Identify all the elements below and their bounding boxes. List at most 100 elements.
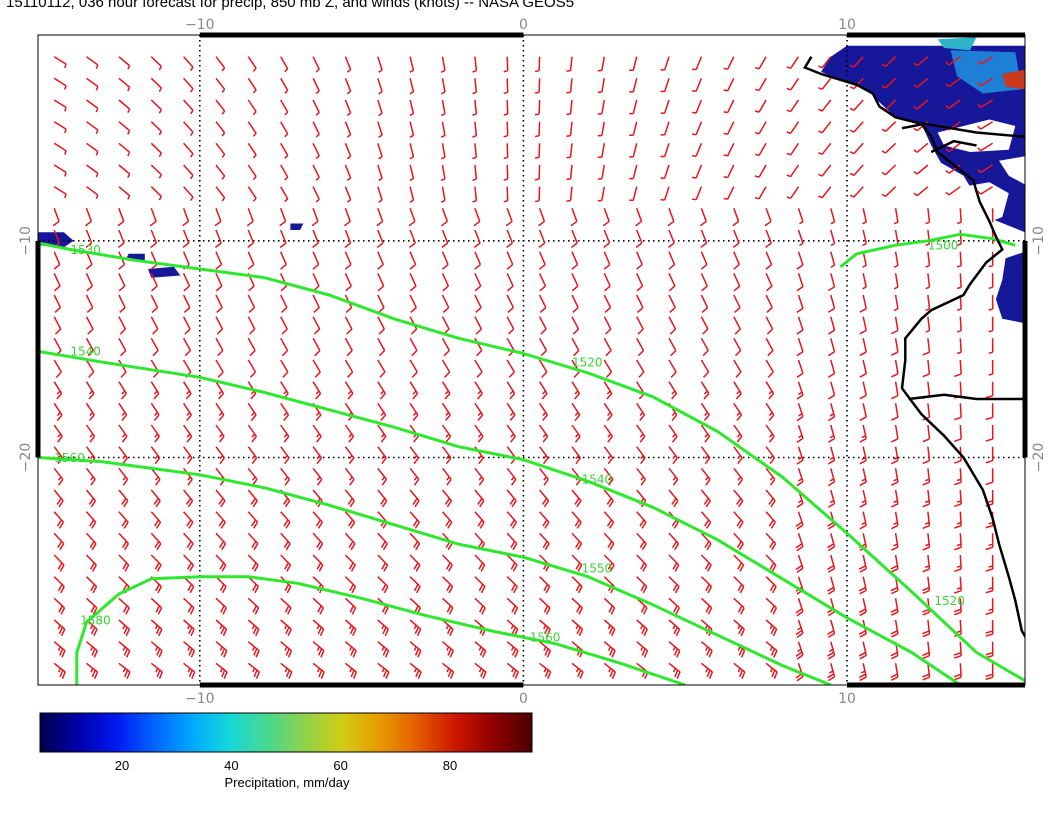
wind-barb bbox=[571, 489, 582, 508]
wind-barb bbox=[571, 337, 580, 357]
wind-barb bbox=[280, 77, 289, 94]
wind-barb bbox=[891, 338, 899, 356]
wind-barb bbox=[733, 337, 742, 357]
wind-barb bbox=[796, 446, 804, 465]
wind-barb bbox=[922, 468, 931, 486]
wind-barb bbox=[765, 402, 775, 421]
wind-barb bbox=[765, 554, 777, 572]
wind-barb bbox=[215, 511, 226, 529]
wind-barb bbox=[539, 619, 551, 637]
wind-barb bbox=[891, 533, 899, 551]
wind-barb bbox=[954, 468, 962, 486]
wind-barb bbox=[85, 294, 94, 314]
wind-barb bbox=[183, 186, 194, 201]
wind-barb bbox=[280, 402, 290, 421]
wind-barb bbox=[247, 251, 255, 270]
wind-barb bbox=[985, 576, 994, 594]
wind-barb bbox=[636, 272, 644, 292]
wind-barb bbox=[409, 446, 420, 465]
wind-barb bbox=[506, 402, 516, 421]
wind-barb bbox=[954, 511, 962, 529]
wind-barb bbox=[636, 576, 648, 594]
wind-barb bbox=[925, 208, 931, 225]
wind-barb bbox=[474, 294, 482, 314]
wind-barb bbox=[691, 99, 703, 114]
wind-barb bbox=[472, 121, 478, 138]
wind-barb bbox=[441, 272, 450, 292]
wind-barb bbox=[85, 208, 93, 227]
wind-barb bbox=[150, 99, 163, 114]
wind-barb bbox=[830, 251, 836, 268]
wind-barb bbox=[247, 641, 260, 658]
wind-barb bbox=[409, 576, 421, 594]
wind-barb bbox=[733, 597, 745, 615]
wind-barb bbox=[247, 424, 257, 443]
wind-barb bbox=[474, 662, 487, 679]
wind-barb bbox=[858, 576, 867, 595]
wind-barb bbox=[796, 403, 804, 422]
wind-barb bbox=[827, 316, 836, 335]
wind-barb bbox=[215, 489, 226, 508]
wind-barb bbox=[53, 489, 64, 508]
wind-barb bbox=[723, 164, 735, 179]
wind-barb bbox=[247, 186, 257, 202]
wind-barb bbox=[182, 229, 190, 249]
wind-barb bbox=[603, 489, 614, 508]
wind-barb bbox=[53, 251, 61, 270]
wind-barb bbox=[409, 164, 415, 182]
wind-barb bbox=[636, 294, 644, 314]
wind-barb bbox=[312, 662, 325, 679]
wind-barb bbox=[818, 186, 832, 199]
wind-barb bbox=[408, 208, 416, 227]
wind-barb bbox=[86, 121, 99, 135]
wind-barb bbox=[566, 164, 573, 181]
wind-barb bbox=[534, 164, 541, 181]
wind-barb bbox=[280, 164, 289, 181]
wind-barb bbox=[797, 208, 804, 225]
wind-barb bbox=[441, 337, 450, 357]
wind-barb bbox=[377, 467, 388, 486]
wind-barb bbox=[733, 402, 743, 421]
wind-barb bbox=[506, 467, 517, 486]
wind-barb bbox=[409, 489, 420, 508]
wind-barb bbox=[859, 511, 867, 530]
wind-barb bbox=[700, 294, 709, 314]
wind-barb bbox=[849, 56, 864, 68]
wind-barb bbox=[409, 619, 422, 637]
wind-barb bbox=[733, 272, 741, 292]
wind-barb bbox=[891, 489, 899, 508]
wind-barb bbox=[796, 381, 804, 400]
wind-barb bbox=[409, 316, 418, 335]
wind-barb bbox=[409, 99, 415, 117]
coastline-layer bbox=[803, 56, 1025, 639]
wind-barb bbox=[409, 229, 416, 249]
wind-barb bbox=[700, 597, 713, 615]
wind-barb bbox=[538, 337, 548, 357]
wind-barb bbox=[312, 121, 320, 138]
wind-barb bbox=[442, 619, 454, 637]
wind-barb bbox=[827, 663, 836, 682]
wind-barb bbox=[377, 359, 386, 378]
wind-barb bbox=[312, 554, 324, 572]
wind-barb bbox=[602, 208, 610, 227]
wind-barb bbox=[988, 316, 994, 333]
wind-barb bbox=[215, 641, 228, 658]
wind-barb bbox=[890, 598, 899, 616]
wind-barb bbox=[733, 381, 742, 400]
wind-barb bbox=[913, 56, 929, 67]
wind-barb bbox=[150, 121, 163, 136]
wind-barb bbox=[539, 597, 551, 615]
wind-barb bbox=[956, 229, 962, 246]
wind-barb bbox=[733, 446, 743, 465]
wind-barb bbox=[636, 337, 645, 357]
wind-barb bbox=[183, 142, 194, 158]
wind-barb bbox=[377, 381, 386, 400]
wind-barb bbox=[859, 446, 867, 465]
wind-barb bbox=[247, 597, 260, 615]
wind-barb bbox=[409, 56, 415, 73]
wind-barb bbox=[700, 381, 710, 400]
wind-barb bbox=[691, 56, 703, 71]
wind-barb bbox=[668, 272, 676, 292]
wind-barb bbox=[183, 576, 195, 594]
lat-label-left: −20 bbox=[18, 443, 34, 473]
